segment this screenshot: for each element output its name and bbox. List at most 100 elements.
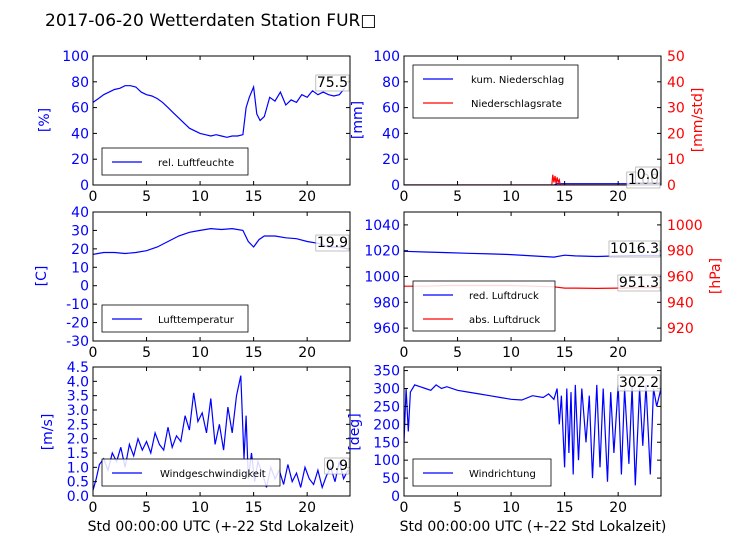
x-tick-label: 20 bbox=[609, 345, 627, 361]
legend-entry: Windgeschwindigkeit bbox=[160, 469, 266, 480]
plot-frame bbox=[92, 55, 351, 186]
y-tick-label: 20 bbox=[71, 242, 89, 258]
figure-title: 2017-06-20 Wetterdaten Station FUR□ bbox=[45, 11, 376, 31]
x-tick-label: 5 bbox=[453, 345, 462, 361]
y-tick-label: 50 bbox=[382, 471, 400, 487]
y-tick-label: 0 bbox=[80, 279, 89, 295]
legend-entry: kum. Niederschlag bbox=[471, 75, 564, 86]
y-tick-label: 250 bbox=[373, 399, 400, 415]
y-tick-label: 40 bbox=[382, 126, 400, 142]
y-right-tick-label: 960 bbox=[667, 270, 694, 286]
x-tick-label: 0 bbox=[89, 189, 98, 205]
y-tick-label: 1040 bbox=[364, 218, 400, 234]
y-tick-label: 0 bbox=[391, 489, 400, 505]
x-tick-label: 10 bbox=[502, 345, 520, 361]
legend-entry: Windrichtung bbox=[469, 469, 536, 480]
y-tick-label: 1.0 bbox=[67, 460, 89, 476]
panel-5: 0 5 10 15 20050100150200250300350[deg]Windri… bbox=[347, 364, 662, 516]
y-tick-label: 80 bbox=[71, 75, 89, 91]
x-tick-label: 10 bbox=[191, 189, 209, 205]
x-axis-label: Std 00:00:00 UTC (+-22 Std Lokalzeit) bbox=[400, 519, 667, 535]
current-value-box bbox=[617, 374, 661, 392]
x-tick-label: 20 bbox=[609, 500, 627, 516]
current-value-label: 0.9 bbox=[326, 458, 348, 474]
y-tick-label: 980 bbox=[373, 295, 400, 311]
y-right-axis-label: [hPa] bbox=[708, 258, 724, 294]
y-right-axis-label: [mm/std] bbox=[690, 88, 706, 153]
y-tick-label: 100 bbox=[373, 453, 400, 469]
x-tick-label: 0 bbox=[400, 500, 409, 516]
x-tick-label: 20 bbox=[298, 189, 316, 205]
x-tick-label: 0 bbox=[89, 500, 98, 516]
series-line-0 bbox=[404, 384, 661, 486]
series-line-0 bbox=[93, 375, 349, 491]
y-axis-label: [C] bbox=[34, 266, 50, 287]
y-tick-label: 2.0 bbox=[67, 432, 89, 448]
current-value-box bbox=[315, 234, 350, 252]
x-tick-label: 15 bbox=[245, 345, 263, 361]
series-line-0 bbox=[93, 227, 349, 255]
plot-frame bbox=[92, 366, 351, 497]
y-tick-label: 100 bbox=[62, 49, 89, 65]
x-tick-label: 0 bbox=[89, 345, 98, 361]
x-tick-label: 20 bbox=[298, 500, 316, 516]
y-tick-label: 0.0 bbox=[67, 489, 89, 505]
series-line-1 bbox=[404, 174, 661, 185]
current-value-box bbox=[324, 457, 350, 475]
legend-entry: Niederschlagsrate bbox=[471, 99, 562, 110]
x-tick-label: 5 bbox=[142, 500, 151, 516]
y-right-tick-label: 0 bbox=[667, 178, 676, 194]
y-tick-label: 20 bbox=[382, 152, 400, 168]
y-right-tick-label: 940 bbox=[667, 295, 694, 311]
y-tick-label: 1020 bbox=[364, 244, 400, 260]
x-axis-label: Std 00:00:00 UTC (+-22 Std Lokalzeit) bbox=[88, 519, 355, 535]
y-tick-label: 300 bbox=[373, 382, 400, 398]
y-tick-label: 1.5 bbox=[67, 446, 89, 462]
current-value-label: 1016.3 bbox=[610, 241, 659, 257]
y-tick-label: -10 bbox=[66, 297, 89, 313]
y-tick-label: 60 bbox=[382, 101, 400, 117]
y-axis-label: [m/s] bbox=[40, 414, 56, 451]
y-tick-label: 30 bbox=[71, 223, 89, 239]
y-tick-label: 350 bbox=[373, 364, 400, 380]
x-tick-label: 5 bbox=[453, 500, 462, 516]
y-axis-label: [%] bbox=[37, 108, 53, 132]
y-right-tick-label: 10 bbox=[667, 152, 685, 168]
legend bbox=[412, 64, 579, 119]
panel-3: 0 5 10 15 20 960 980 1000 1020 1040 920 940 960 980 10… bbox=[364, 211, 724, 361]
y-tick-label: 100 bbox=[373, 49, 400, 65]
panel-2: 0 5 10 15 20 -30 -20 -10 0 10 20 30 40 [C] Lufttempera… bbox=[34, 205, 351, 361]
y-right-tick-label: 40 bbox=[667, 75, 685, 91]
y-tick-label: -20 bbox=[66, 316, 89, 332]
plot-frame bbox=[403, 55, 662, 186]
y-tick-label: 80 bbox=[382, 75, 400, 91]
current-value-box bbox=[617, 274, 661, 292]
x-tick-label: 10 bbox=[191, 345, 209, 361]
current-value-label: 0.0 bbox=[637, 167, 659, 183]
legend-entry: abs. Luftdruck bbox=[469, 315, 540, 326]
series-line-0 bbox=[404, 183, 661, 185]
y-tick-label: 20 bbox=[71, 152, 89, 168]
x-tick-label: 10 bbox=[191, 500, 209, 516]
y-axis-label: [deg] bbox=[347, 413, 363, 450]
legend-entry: red. Luftdruck bbox=[469, 291, 539, 302]
x-tick-label: 15 bbox=[245, 500, 263, 516]
current-value-label: 302.2 bbox=[619, 375, 659, 391]
x-tick-label: 5 bbox=[142, 189, 151, 205]
x-tick-label: 15 bbox=[556, 189, 574, 205]
y-tick-label: 60 bbox=[71, 101, 89, 117]
y-tick-label: 40 bbox=[71, 126, 89, 142]
series-line-0 bbox=[93, 84, 346, 138]
y-right-tick-label: 920 bbox=[667, 321, 694, 337]
y-tick-label: 0.5 bbox=[67, 475, 89, 491]
legend-entry: Lufttemperatur bbox=[158, 315, 235, 326]
current-value-box bbox=[315, 74, 350, 92]
y-tick-label: 40 bbox=[71, 205, 89, 221]
x-tick-label: 10 bbox=[502, 500, 520, 516]
y-right-tick-label: 50 bbox=[667, 49, 685, 65]
y-right-tick-label: 20 bbox=[667, 126, 685, 142]
y-tick-label: 10 bbox=[71, 260, 89, 276]
y-tick-label: 1000 bbox=[364, 270, 400, 286]
legend bbox=[412, 280, 556, 332]
